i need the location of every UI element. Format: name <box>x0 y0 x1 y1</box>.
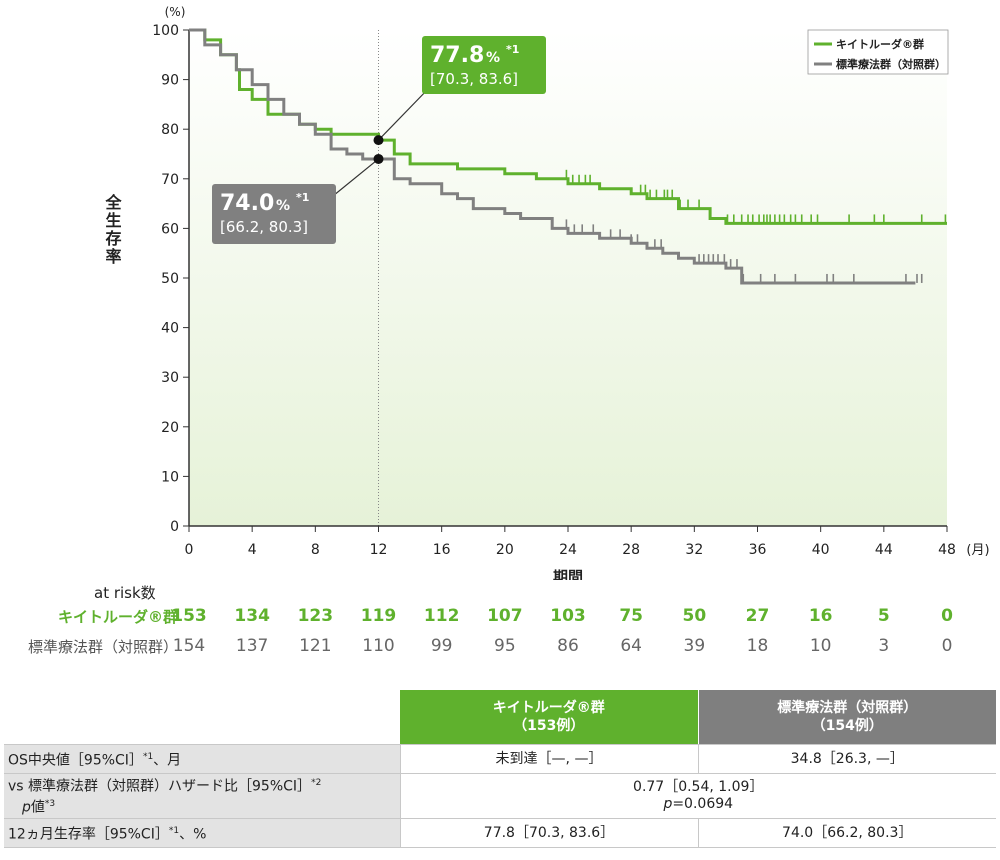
y-unit-label: (%) <box>165 5 186 19</box>
y-tick-label: 60 <box>161 221 179 237</box>
risk-count: 119 <box>360 606 397 626</box>
risk-count: 112 <box>423 606 460 626</box>
y-tick-label: 40 <box>161 321 179 337</box>
risk-row-label: 標準療法群（対照群） <box>27 638 178 656</box>
summary-header-standard: 標準療法群（対照群） （154例） <box>698 690 996 745</box>
risk-count: 95 <box>494 636 516 656</box>
annotation-ci-0: [70.3, 83.6] <box>430 70 518 88</box>
summary-header-blank <box>4 690 400 745</box>
legend-box <box>807 29 949 75</box>
summary-header-keytruda: キイトルーダ®群 （153例） <box>400 690 699 745</box>
risk-count: 134 <box>234 606 270 626</box>
summary-row-median-os: OS中央値［95%CI］*1、月 未到達［—, —］ 34.8［26.3, —］ <box>4 744 996 774</box>
x-tick-label: 20 <box>496 542 514 558</box>
survival-12m-keytruda: 77.8［70.3, 83.6］ <box>399 818 698 848</box>
risk-count: 3 <box>878 636 890 656</box>
y-tick-label: 70 <box>161 172 179 188</box>
summary-header-standard-n: （154例） <box>811 718 883 734</box>
risk-count: 50 <box>682 606 707 626</box>
annotation-ci-1: [66.2, 80.3] <box>220 218 308 236</box>
risk-count: 99 <box>430 636 453 656</box>
risk-count: 64 <box>620 636 642 656</box>
risk-count: 86 <box>557 636 579 656</box>
x-tick-label: 44 <box>875 542 893 558</box>
annotation-point-0 <box>373 135 384 146</box>
risk-count: 0 <box>941 636 953 656</box>
annotation-point-1 <box>373 153 384 164</box>
risk-count: 123 <box>297 606 334 626</box>
x-tick-label: 8 <box>311 542 320 558</box>
summary-row-hazard-ratio: vs 標準療法群（対照群）ハザード比［95%CI］*2 p値*3 0.77［0.… <box>4 773 996 819</box>
x-tick-label: 32 <box>685 542 703 558</box>
x-tick-label: 40 <box>812 542 830 558</box>
x-tick-label: 48 <box>938 542 956 558</box>
risk-count: 39 <box>683 636 706 656</box>
risk-count: 121 <box>299 636 332 656</box>
x-tick-label: 24 <box>559 542 577 558</box>
annotation-note-0: *1 <box>506 43 519 56</box>
annotation-box-1 <box>212 184 336 244</box>
row-label-median-os: OS中央値［95%CI］*1、月 <box>4 744 400 774</box>
y-tick-label: 80 <box>161 122 179 138</box>
summary-table: キイトルーダ®群 （153例） 標準療法群（対照群） （154例） OS中央値［… <box>4 690 996 848</box>
risk-row-label: キイトルーダ®群 <box>57 608 178 626</box>
legend-label-1: 標準療法群（対照群） <box>836 57 946 71</box>
y-tick-label: 50 <box>161 271 179 287</box>
x-unit-label: (月) <box>966 543 989 558</box>
x-tick-label: 0 <box>185 542 194 558</box>
row-label-12m-survival: 12ヵ月生存率［95%CI］*1、% <box>4 818 400 848</box>
x-tick-label: 16 <box>433 542 451 558</box>
hazard-ratio-value: 0.77［0.54, 1.09］ p=0.0694 <box>399 773 996 819</box>
km-curve-0 <box>189 28 947 225</box>
annotation-note-1: *1 <box>296 191 309 204</box>
risk-count: 110 <box>362 636 395 656</box>
y-tick-label: 90 <box>161 73 179 89</box>
legend-label-0: キイトルーダ®群 <box>836 37 924 51</box>
x-axis-title: 期間 <box>553 568 583 580</box>
annotation-leader-1 <box>327 158 379 201</box>
x-tick-label: 4 <box>248 542 257 558</box>
y-tick-label: 10 <box>161 469 179 485</box>
y-tick-label: 100 <box>152 23 179 39</box>
row-label-hazard-ratio: vs 標準療法群（対照群）ハザード比［95%CI］*2 p値*3 <box>4 773 400 819</box>
risk-count: 16 <box>808 606 833 626</box>
y-tick-label: 30 <box>161 370 179 386</box>
risk-count: 5 <box>877 606 890 626</box>
survival-12m-standard: 74.0［66.2, 80.3］ <box>697 818 996 848</box>
annotation-unit-1: % <box>276 198 290 214</box>
risk-count: 103 <box>550 606 586 626</box>
plot-background <box>189 30 947 526</box>
median-os-standard: 34.8［26.3, —］ <box>697 744 996 774</box>
summary-row-12m-survival: 12ヵ月生存率［95%CI］*1、% 77.8［70.3, 83.6］ 74.0… <box>4 818 996 848</box>
summary-header-keytruda-n: （153例） <box>513 718 585 734</box>
median-os-keytruda: 未到達［—, —］ <box>399 744 698 774</box>
y-axis-title: 全生存率 <box>103 193 123 266</box>
risk-count: 75 <box>619 606 643 626</box>
risk-count: 137 <box>235 636 269 656</box>
annotation-box-0 <box>422 36 546 94</box>
risk-count: 10 <box>809 636 832 656</box>
risk-count: 18 <box>746 636 769 656</box>
x-tick-label: 36 <box>749 542 767 558</box>
risk-row-1: 標準療法群（対照群） 154 137 121 110 99 95 86 64 39 18 10 3 0 <box>0 636 1000 660</box>
y-tick-label: 0 <box>170 519 179 535</box>
risk-count: 153 <box>171 606 207 626</box>
y-tick-label: 20 <box>161 420 179 436</box>
risk-count: 154 <box>172 636 206 656</box>
risk-table-title: at risk数 <box>94 584 156 602</box>
annotation-unit-0: % <box>486 50 500 66</box>
risk-count: 107 <box>487 606 523 626</box>
km-curve-1 <box>189 28 916 285</box>
annotation-value-0: 77.8 <box>430 43 484 68</box>
summary-header-standard-name: 標準療法群（対照群） <box>777 700 918 716</box>
summary-header-keytruda-name: キイトルーダ®群 <box>492 700 605 716</box>
annotation-leader-0 <box>378 86 431 141</box>
risk-row-0: キイトルーダ®群 153 134 123 119 112 107 103 75 50 27 16 5 0 <box>0 606 1000 630</box>
risk-count: 0 <box>941 606 953 626</box>
risk-count: 27 <box>745 606 770 626</box>
x-tick-label: 28 <box>622 542 640 558</box>
annotation-value-1: 74.0 <box>220 191 274 216</box>
x-tick-label: 12 <box>370 542 388 558</box>
